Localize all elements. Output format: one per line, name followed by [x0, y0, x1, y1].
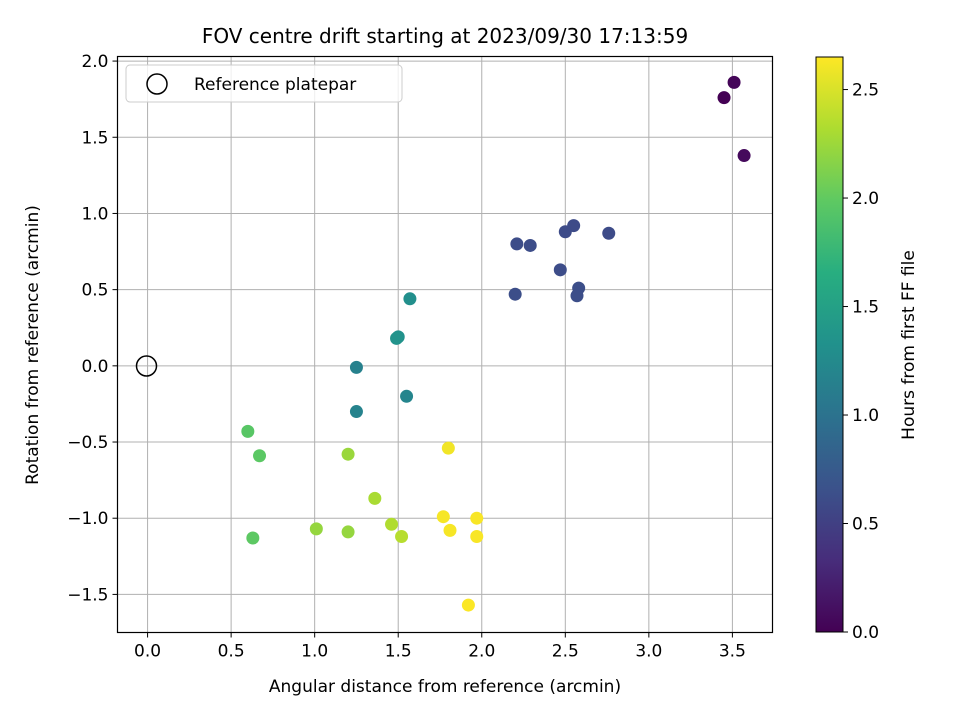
x-tick-label: 3.0 [635, 642, 662, 662]
colorbar [815, 56, 844, 633]
legend-entry-reference-platepar: Reference platepar [194, 75, 356, 95]
data-point [553, 263, 567, 277]
chart-title: FOV centre drift starting at 2023/09/30 … [202, 24, 688, 48]
data-point [253, 449, 267, 463]
x-tick-label: 1.5 [385, 642, 412, 662]
data-point [241, 424, 255, 438]
reference-point-marker [135, 355, 158, 377]
data-point [368, 491, 382, 505]
data-point [443, 523, 457, 537]
data-point [461, 598, 475, 612]
data-point [470, 530, 484, 543]
colorbar-tick-label: 1.0 [852, 406, 879, 426]
x-tick-label: 2.0 [468, 642, 495, 662]
data-point [395, 530, 409, 543]
data-point [385, 517, 399, 531]
data-point [436, 510, 450, 524]
y-axis-label: Rotation from reference (arcmin) [23, 205, 43, 485]
colorbar-tick-label: 0.5 [852, 515, 879, 535]
x-tick-label: 2.5 [552, 642, 579, 662]
y-axis-ticks: −1.5 −1.0 −0.5 0.0 0.5 1.0 1.5 2.0 [67, 52, 118, 605]
x-tick-label: 3.5 [719, 642, 746, 662]
legend-reference-marker [146, 73, 168, 95]
data-point [246, 531, 260, 545]
data-point [602, 226, 616, 240]
data-point [403, 292, 417, 306]
y-tick-label: 0.5 [81, 281, 108, 301]
colorbar-label: Hours from first FF file [899, 250, 919, 440]
x-tick-label: 1.0 [301, 642, 328, 662]
data-point [737, 149, 751, 163]
data-point [717, 91, 731, 105]
legend-box [125, 64, 403, 103]
data-point [349, 405, 363, 419]
y-tick-label: −1.0 [67, 509, 108, 529]
data-point [570, 289, 584, 303]
x-axis-label: Angular distance from reference (arcmin) [269, 677, 621, 697]
colorbar-tick-label: 2.0 [852, 189, 879, 209]
colorbar-tick-label: 0.0 [852, 623, 879, 643]
colorbar-tick-label: 1.5 [852, 298, 879, 318]
y-tick-label: 0.0 [81, 357, 108, 377]
data-point [309, 522, 323, 536]
legend: Reference platepar [125, 64, 403, 103]
y-tick-label: 2.0 [81, 52, 108, 72]
y-tick-label: −0.5 [67, 433, 108, 453]
data-point [558, 225, 572, 239]
y-tick-label: −1.5 [67, 585, 108, 605]
data-point [349, 360, 363, 374]
data-point [390, 331, 404, 345]
data-point [508, 287, 522, 301]
x-axis-ticks: 0.0 0.5 1.0 1.5 2.0 2.5 3.0 3.5 [134, 632, 746, 662]
data-point [400, 389, 414, 403]
colorbar-tick-label: 2.5 [852, 81, 879, 101]
y-tick-label: 1.5 [81, 128, 108, 148]
x-tick-label: 0.0 [134, 642, 161, 662]
colorbar-ticks: 0.0 0.5 1.0 1.5 2.0 2.5 [843, 81, 879, 643]
data-point [441, 441, 455, 455]
plot-frame [116, 55, 774, 634]
data-point [341, 525, 355, 539]
y-tick-label: 1.0 [81, 204, 108, 224]
data-point [510, 237, 524, 251]
data-point [523, 238, 537, 252]
data-point [470, 511, 484, 525]
data-point [727, 75, 741, 89]
x-tick-label: 0.5 [218, 642, 245, 662]
grid-lines [117, 56, 773, 633]
data-point [341, 447, 355, 461]
data-points [241, 75, 751, 612]
